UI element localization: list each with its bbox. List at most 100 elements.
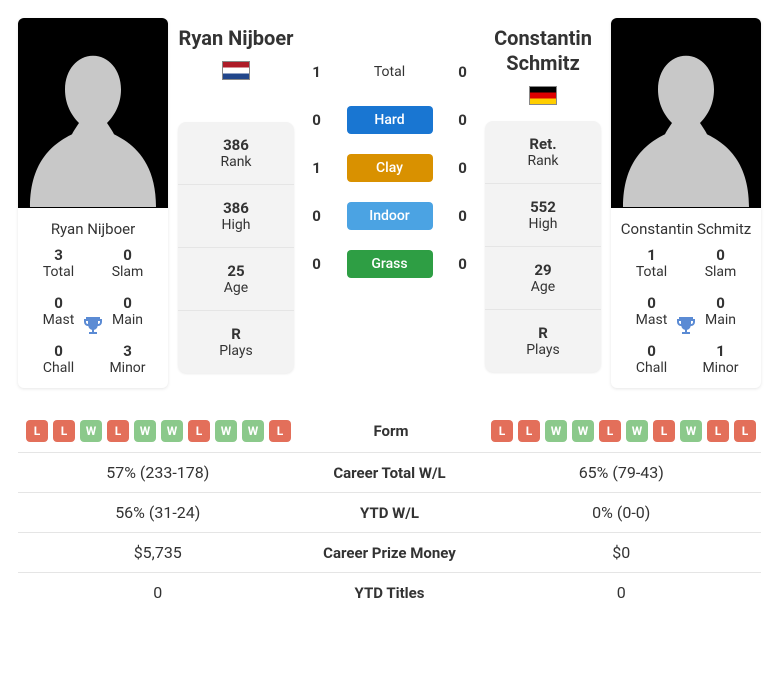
h2h-clay[interactable]: 1 Clay 0 [304, 154, 475, 182]
h2h-p1: 0 [309, 207, 325, 225]
stat-age: 25Age [178, 248, 294, 311]
compare-form: LLWLWWLWWL Form LLWWLWLWLL [18, 410, 761, 452]
h2h-hard[interactable]: 0 Hard 0 [304, 106, 475, 134]
person-silhouette-icon [616, 38, 756, 208]
form-chip[interactable]: W [572, 420, 594, 442]
p1-val: $5,735 [26, 543, 290, 562]
form-chip[interactable]: L [269, 420, 291, 442]
player2-name-col: Constantin Schmitz [485, 18, 601, 105]
compare-label: Career Prize Money [290, 544, 490, 562]
compare-career-wl: 57% (233-178) Career Total W/L 65% (79-4… [18, 452, 761, 492]
h2h-label-hard[interactable]: Hard [347, 106, 433, 134]
top-row: Ryan Nijboer 3Total 0Slam 0Mast 0Main 0C… [18, 18, 761, 388]
trophy-icon [81, 314, 105, 338]
player1-name-col: Ryan Nijboer [178, 18, 294, 80]
player2-name: Constantin Schmitz [485, 26, 601, 76]
h2h-label-indoor[interactable]: Indoor [347, 202, 433, 230]
form-chip[interactable]: W [80, 420, 102, 442]
flag-netherlands-icon [222, 61, 250, 80]
form-chip[interactable]: L [26, 420, 48, 442]
h2h-p2: 0 [455, 255, 471, 273]
player1-card-name: Ryan Nijboer [18, 208, 168, 246]
player1-photo [18, 18, 168, 208]
form-chip[interactable]: W [215, 420, 237, 442]
title-total: 3Total [24, 246, 93, 280]
form-p1: LLWLWWLWWL [26, 420, 291, 442]
h2h-label-grass[interactable]: Grass [347, 250, 433, 278]
h2h-grass[interactable]: 0 Grass 0 [304, 250, 475, 278]
player2-photo [611, 18, 761, 208]
h2h-p1: 1 [309, 159, 325, 177]
stat-high: 552High [485, 184, 601, 247]
form-chip[interactable]: W [161, 420, 183, 442]
p2-val: 0% (0-0) [490, 503, 754, 522]
compare-label: Form [291, 422, 491, 440]
form-chip[interactable]: W [242, 420, 264, 442]
h2h-p2: 0 [455, 207, 471, 225]
title-minor: 3Minor [93, 342, 162, 376]
player2-stats-card: Ret.Rank 552High 29Age RPlays [485, 121, 601, 372]
player2-name-stats: Constantin Schmitz Ret.Rank 552High 29Ag… [485, 18, 601, 388]
stat-high: 386High [178, 185, 294, 248]
form-chip[interactable]: W [545, 420, 567, 442]
form-chip[interactable]: L [653, 420, 675, 442]
player1-name: Ryan Nijboer [179, 26, 294, 51]
form-chip[interactable]: L [491, 420, 513, 442]
title-minor: 1Minor [686, 342, 755, 376]
stat-age: 29Age [485, 247, 601, 310]
player1-titles: 3Total 0Slam 0Mast 0Main 0Chall 3Minor [18, 246, 168, 388]
title-chall: 0Chall [24, 342, 93, 376]
stat-plays: RPlays [178, 311, 294, 373]
player1-stats-card: 386Rank 386High 25Age RPlays [178, 122, 294, 373]
form-chip[interactable]: L [707, 420, 729, 442]
h2h-p2: 0 [455, 111, 471, 129]
title-slam: 0Slam [93, 246, 162, 280]
player2-card-name: Constantin Schmitz [611, 208, 761, 246]
compare-label: YTD Titles [290, 584, 490, 602]
form-chip[interactable]: W [134, 420, 156, 442]
h2h-p1: 1 [309, 63, 325, 81]
h2h-indoor[interactable]: 0 Indoor 0 [304, 202, 475, 230]
compare-career-prize: $5,735 Career Prize Money $0 [18, 532, 761, 572]
stat-plays: RPlays [485, 310, 601, 372]
p2-val: 65% (79-43) [490, 463, 754, 482]
h2h-p2: 0 [455, 159, 471, 177]
compare-label: YTD W/L [290, 504, 490, 522]
player1-card: Ryan Nijboer 3Total 0Slam 0Mast 0Main 0C… [18, 18, 168, 388]
form-chip[interactable]: L [188, 420, 210, 442]
stat-rank: 386Rank [178, 122, 294, 185]
compare-ytd-wl: 56% (31-24) YTD W/L 0% (0-0) [18, 492, 761, 532]
compare-table: LLWLWWLWWL Form LLWWLWLWLL 57% (233-178)… [18, 410, 761, 612]
compare-label: Career Total W/L [290, 464, 490, 482]
h2h-p1: 0 [309, 255, 325, 273]
p1-val: 0 [26, 583, 290, 602]
form-chip[interactable]: L [518, 420, 540, 442]
form-chip[interactable]: L [734, 420, 756, 442]
player2-titles: 1Total 0Slam 0Mast 0Main 0Chall 1Minor [611, 246, 761, 388]
form-chip[interactable]: L [599, 420, 621, 442]
person-silhouette-icon [23, 38, 163, 208]
player1-name-stats: Ryan Nijboer 386Rank 386High 25Age RPlay… [178, 18, 294, 388]
title-total: 1Total [617, 246, 686, 280]
p2-val: 0 [490, 583, 754, 602]
h2h-p2: 0 [455, 63, 471, 81]
h2h-center: 1 Total 0 0 Hard 0 1 Clay 0 0 Indoor 0 0… [304, 18, 475, 388]
p1-val: 57% (233-178) [26, 463, 290, 482]
form-chip[interactable]: L [53, 420, 75, 442]
h2h-total: 1 Total 0 [304, 58, 475, 86]
h2h-label-total: Total [347, 58, 433, 86]
form-chip[interactable]: W [680, 420, 702, 442]
title-slam: 0Slam [686, 246, 755, 280]
compare-ytd-titles: 0 YTD Titles 0 [18, 572, 761, 612]
form-chip[interactable]: L [107, 420, 129, 442]
form-chip[interactable]: W [626, 420, 648, 442]
title-chall: 0Chall [617, 342, 686, 376]
h2h-label-clay[interactable]: Clay [347, 154, 433, 182]
form-p2: LLWWLWLWLL [491, 420, 756, 442]
h2h-p1: 0 [309, 111, 325, 129]
flag-germany-icon [529, 86, 557, 105]
player2-card: Constantin Schmitz 1Total 0Slam 0Mast 0M… [611, 18, 761, 388]
trophy-icon [674, 314, 698, 338]
p2-val: $0 [490, 543, 754, 562]
stat-rank: Ret.Rank [485, 121, 601, 184]
